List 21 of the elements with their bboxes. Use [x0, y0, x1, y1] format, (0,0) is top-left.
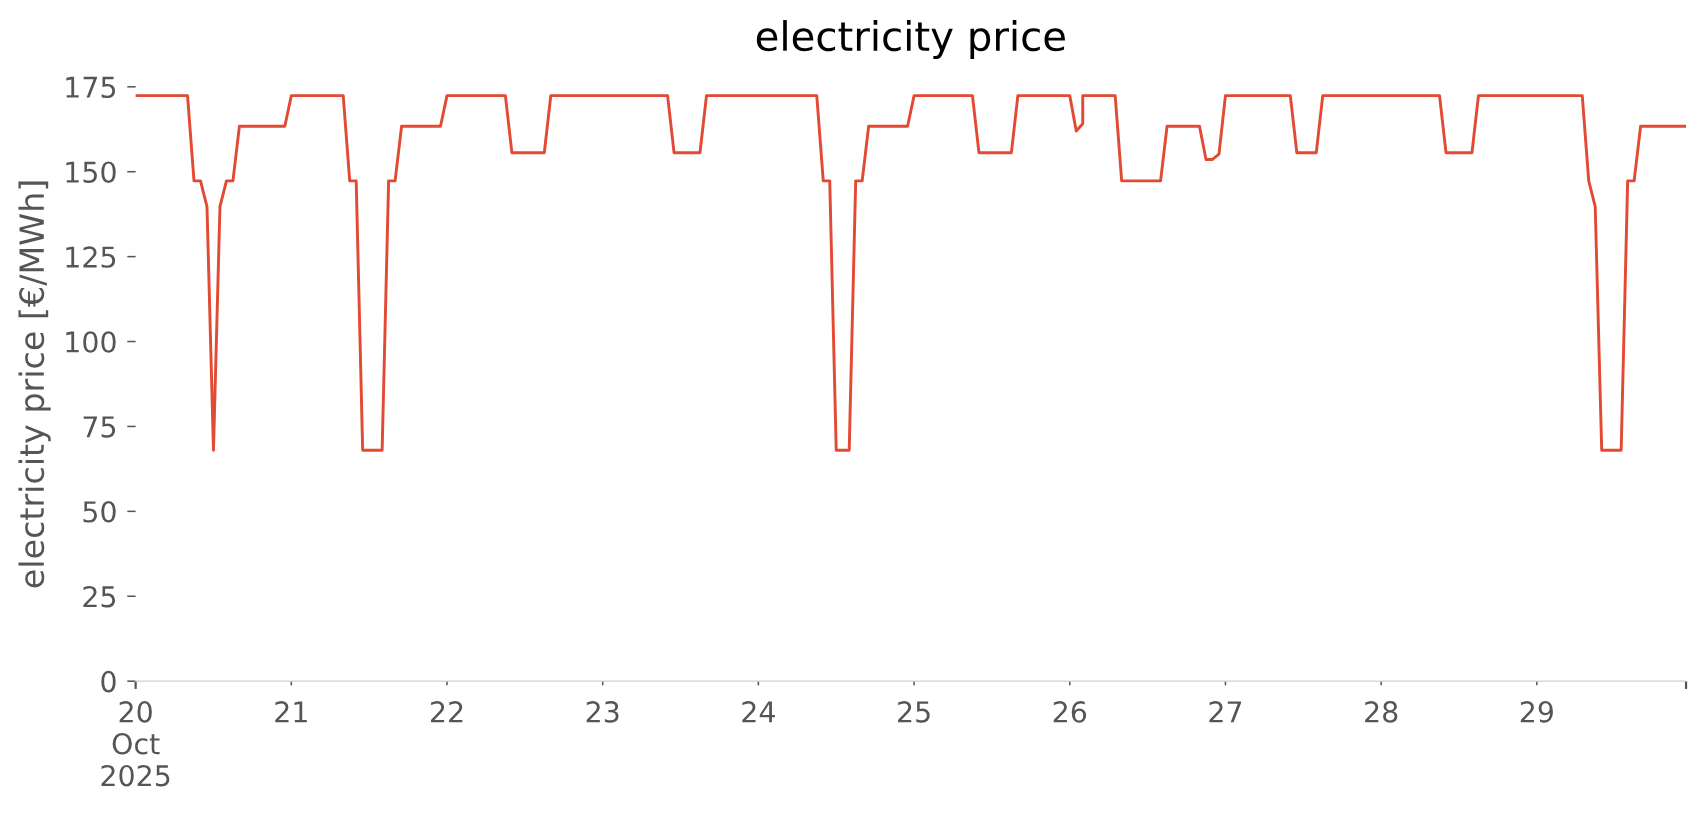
x-tick-label: 28 [1365, 701, 1398, 723]
y-tick-label: 150 [66, 161, 116, 183]
x-tick-label: 27 [1209, 701, 1242, 723]
y-tick-label: 25 [83, 585, 116, 608]
x-tick-label: 29 [1520, 701, 1553, 723]
y-tick-label: 0 [101, 670, 116, 693]
x-tick-label: 26 [1053, 701, 1087, 723]
x-tick-label: 22 [430, 701, 463, 723]
x-tick-label: 24 [742, 701, 775, 723]
y-tick-label: 75 [83, 416, 116, 438]
line-series [135, 94, 1687, 452]
y-axis-title: electricity price [€/MWh] [18, 181, 51, 588]
y-tick-label: 125 [66, 246, 116, 268]
chart-title: electricity price [756, 20, 1065, 60]
y-tick-label: 100 [66, 331, 116, 353]
y-tick-label: 175 [66, 76, 116, 99]
y-tick-label: 50 [83, 501, 116, 523]
x-tick-label: 25 [898, 701, 930, 723]
x-tick-label: 20 Oct 2025 [101, 701, 170, 787]
x-tick-label: 23 [586, 701, 619, 723]
x-tick-label: 21 [275, 701, 307, 723]
